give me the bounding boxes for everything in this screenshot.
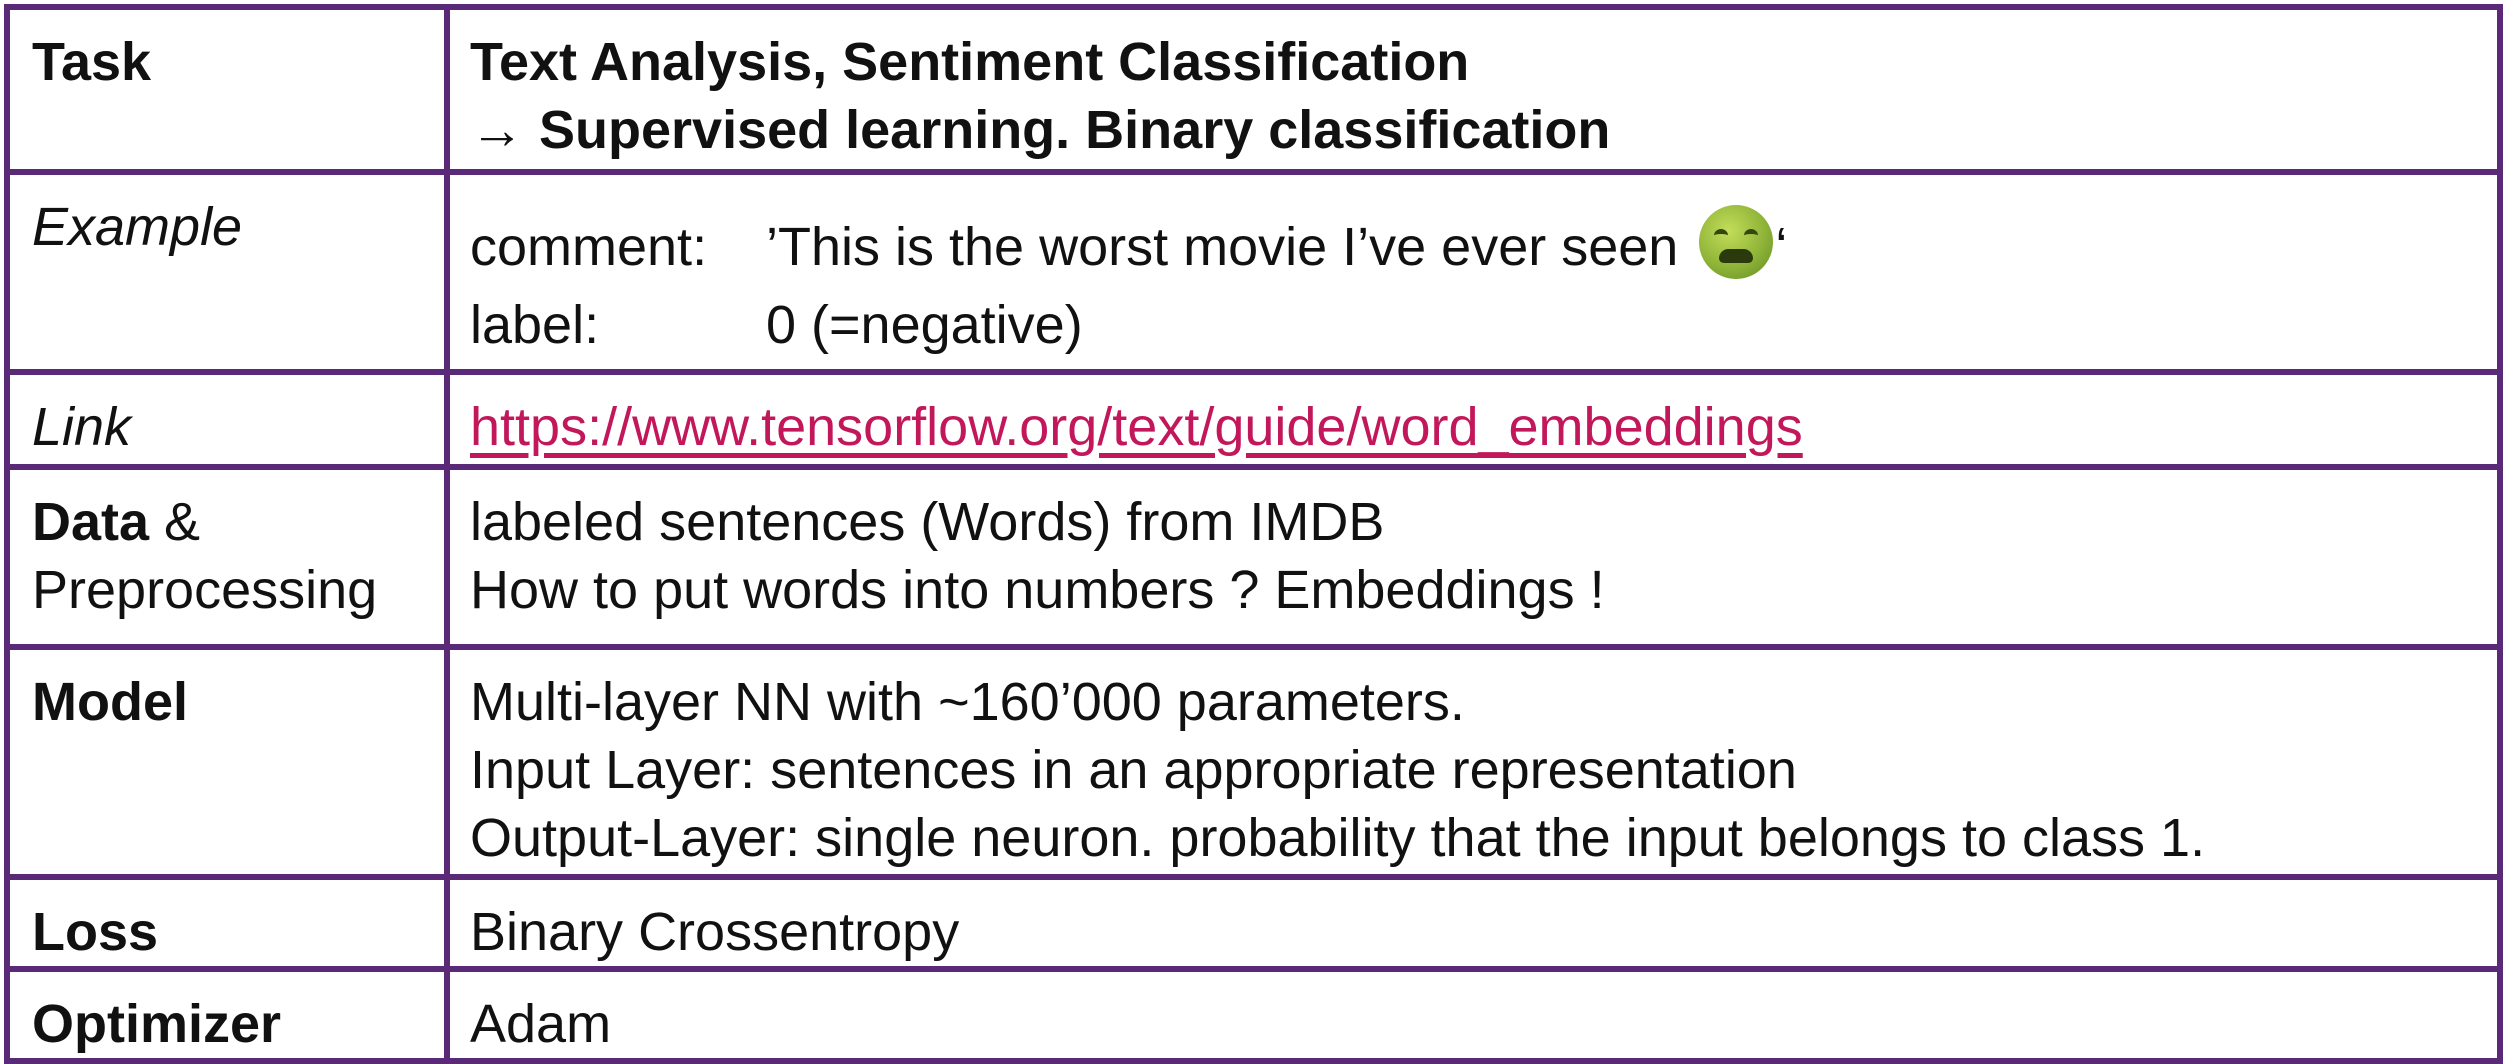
data-label-second: Preprocessing bbox=[32, 560, 378, 620]
tensorflow-guide-link[interactable]: https://www.tensorflow.org/text/guide/wo… bbox=[470, 397, 1803, 457]
comment-close-quote: ‘ bbox=[1775, 217, 1788, 277]
comment-key: comment: bbox=[470, 217, 708, 277]
model-line-3: Output-Layer: single neuron. probability… bbox=[470, 808, 2206, 868]
loss-value: Binary Crossentropy bbox=[444, 874, 2503, 972]
task-label: Task bbox=[4, 4, 450, 175]
nauseated-face-icon bbox=[1699, 205, 1774, 279]
data-label-bold: Data bbox=[32, 492, 150, 552]
data-label-amp: & bbox=[149, 492, 201, 552]
link-label: Link bbox=[4, 369, 450, 470]
row-task: Task Text Analysis, Sentiment Classifica… bbox=[4, 4, 2503, 175]
model-line-2: Input Layer: sentences in an appropriate… bbox=[470, 740, 1797, 800]
comment-text: ’This is the worst movie I’ve ever seen bbox=[766, 217, 1694, 277]
row-data: Data & Preprocessing labeled sentences (… bbox=[4, 464, 2503, 650]
data-value: labeled sentences (Words) from IMDB How … bbox=[444, 464, 2503, 650]
row-example: Example comment: ’This is the worst movie… bbox=[4, 169, 2503, 375]
row-optimizer: Optimizer Adam bbox=[4, 966, 2503, 1064]
row-loss: Loss Binary Crossentropy bbox=[4, 874, 2503, 972]
loss-label: Loss bbox=[4, 874, 450, 972]
row-model: Model Multi-layer NN with ~160’000 param… bbox=[4, 644, 2503, 880]
task-summary-table: Task Text Analysis, Sentiment Classifica… bbox=[4, 4, 2503, 1064]
task-line-1: Text Analysis, Sentiment Classification bbox=[470, 32, 1470, 92]
task-value: Text Analysis, Sentiment Classification … bbox=[444, 4, 2503, 175]
example-comment-row: comment: ’This is the worst movie I’ve ev… bbox=[470, 205, 2497, 281]
example-label: Example bbox=[4, 169, 450, 375]
model-label: Model bbox=[4, 644, 450, 880]
optimizer-label: Optimizer bbox=[4, 966, 450, 1064]
optimizer-value: Adam bbox=[444, 966, 2503, 1064]
label-value: 0 (=negative) bbox=[766, 295, 1083, 355]
data-line-1: labeled sentences (Words) from IMDB bbox=[470, 492, 1385, 552]
model-value: Multi-layer NN with ~160’000 parameters.… bbox=[444, 644, 2503, 880]
example-value: comment: ’This is the worst movie I’ve ev… bbox=[444, 169, 2503, 375]
row-link: Link https://www.tensorflow.org/text/gui… bbox=[4, 369, 2503, 470]
label-key: label: bbox=[470, 295, 600, 355]
model-line-1: Multi-layer NN with ~160’000 parameters. bbox=[470, 672, 1465, 732]
link-value: https://www.tensorflow.org/text/guide/wo… bbox=[444, 369, 2503, 470]
data-line-2: How to put words into numbers ? Embeddin… bbox=[470, 560, 1605, 620]
data-label: Data & Preprocessing bbox=[4, 464, 450, 650]
task-line-2: → Supervised learning. Binary classifica… bbox=[470, 100, 1611, 160]
example-label-row: label: 0 (=negative) bbox=[470, 291, 2497, 359]
